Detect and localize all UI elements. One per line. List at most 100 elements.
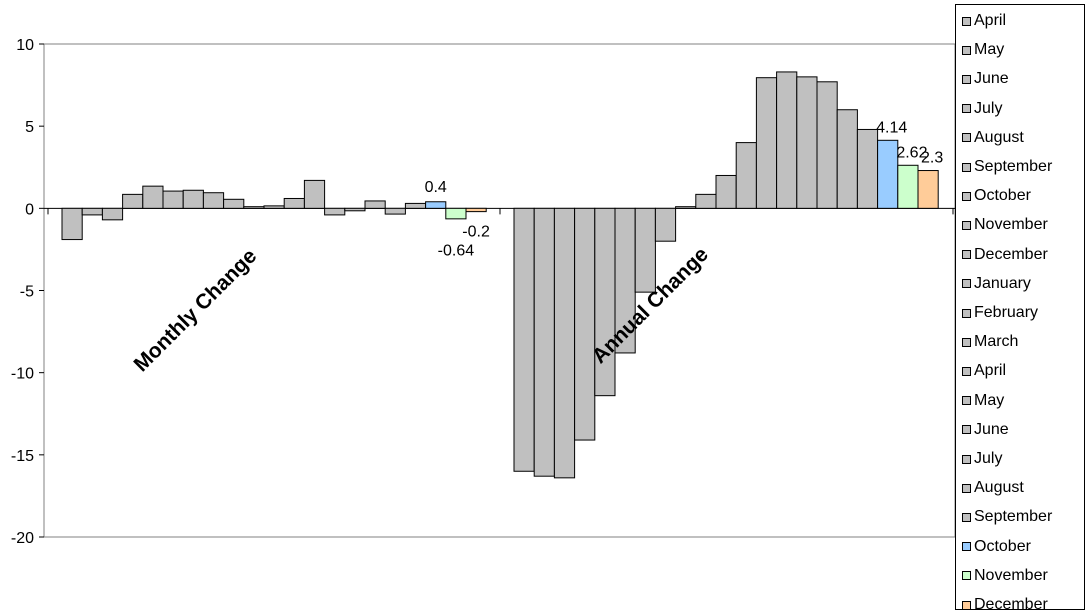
legend-swatch <box>962 104 971 114</box>
bar <box>142 185 164 209</box>
legend-label: March <box>974 333 1019 351</box>
legend-label: January <box>974 274 1031 292</box>
legend-item: September <box>962 157 1052 177</box>
legend-swatch <box>962 133 971 143</box>
legend-label: October <box>974 537 1031 555</box>
bar <box>223 198 245 209</box>
legend-swatch <box>962 483 971 493</box>
legend-item: November <box>962 566 1048 586</box>
group-annotation: Monthly Change <box>130 245 262 377</box>
chart-legend: April May June July August September October No… <box>955 4 1085 613</box>
bar <box>735 142 757 209</box>
bar <box>344 207 366 212</box>
y-tick-label: -10 <box>11 366 34 383</box>
legend-label: August <box>974 479 1024 497</box>
bar <box>553 207 576 479</box>
bar <box>324 207 346 216</box>
bar <box>425 201 447 209</box>
legend-item: July <box>962 449 1002 469</box>
legend-item: January <box>962 274 1031 294</box>
data-label: 0.4 <box>425 179 447 196</box>
legend-label: May <box>974 41 1005 59</box>
bar <box>594 207 616 397</box>
legend-label: July <box>974 99 1003 117</box>
legend-swatch <box>962 425 971 435</box>
bar <box>61 207 83 241</box>
data-label: 2.3 <box>921 150 943 167</box>
bar <box>695 193 717 209</box>
legend-label: June <box>974 420 1009 438</box>
bar <box>202 192 225 209</box>
legend-item: June <box>962 420 1009 440</box>
legend-swatch <box>962 542 971 552</box>
legend-swatch <box>962 162 971 172</box>
legend-swatch <box>962 512 971 522</box>
legend-swatch <box>962 250 971 260</box>
legend-label: December <box>974 596 1048 613</box>
data-label: -0.64 <box>438 242 475 259</box>
legend-item: April <box>962 11 1006 31</box>
bar <box>445 207 467 220</box>
legend-swatch <box>962 366 971 376</box>
legend-item: April <box>962 361 1006 381</box>
legend-swatch <box>962 600 971 610</box>
data-label: -0.2 <box>462 223 490 240</box>
data-label: 4.14 <box>876 119 907 136</box>
legend-item: October <box>962 537 1031 557</box>
legend-label: May <box>974 391 1005 409</box>
legend-swatch <box>962 220 971 230</box>
bar <box>81 207 103 216</box>
y-tick-label: 0 <box>25 201 34 218</box>
bar <box>513 207 535 472</box>
legend-swatch <box>962 191 971 201</box>
bar <box>675 206 697 209</box>
legend-item: February <box>962 303 1038 323</box>
legend-swatch <box>962 337 971 347</box>
legend-item: September <box>962 507 1052 527</box>
bar <box>162 190 184 209</box>
legend-label: April <box>974 12 1007 29</box>
bar <box>574 207 596 441</box>
legend-label: October <box>974 187 1031 205</box>
bar <box>796 76 818 209</box>
legend-swatch <box>962 571 971 581</box>
chart-plot-area: 10 5 0 -5 -10 -15 -20 0.4 -0.64 -0.2 4.14 2.622.3 Mo… <box>11 37 955 547</box>
legend-label: February <box>974 304 1039 321</box>
bar <box>533 207 555 477</box>
y-tick-label: -20 <box>11 530 34 547</box>
legend-item: March <box>962 332 1018 352</box>
bar <box>776 71 798 209</box>
legend-label: November <box>974 216 1048 234</box>
bar <box>243 206 265 209</box>
legend-label: September <box>974 158 1053 175</box>
bar <box>465 207 487 213</box>
legend-swatch <box>962 396 971 406</box>
legend-label: June <box>974 70 1009 88</box>
legend-swatch <box>962 45 971 55</box>
bar <box>856 128 879 209</box>
legend-label: December <box>974 245 1048 263</box>
legend-item: November <box>962 215 1048 235</box>
bar <box>897 164 919 209</box>
bar <box>303 179 326 209</box>
legend-swatch <box>962 74 971 84</box>
data-label: 2.62 <box>896 144 927 161</box>
bar <box>877 139 899 209</box>
legend-item: June <box>962 69 1009 89</box>
bar <box>384 207 406 215</box>
y-tick-label: -5 <box>20 284 34 301</box>
legend-swatch <box>962 279 971 289</box>
legend-item: May <box>962 391 1004 411</box>
legend-item: May <box>962 40 1004 60</box>
legend-swatch <box>962 16 971 26</box>
legend-item: August <box>962 478 1024 498</box>
bar <box>101 207 124 221</box>
legend-label: April <box>974 362 1007 380</box>
bar <box>755 77 778 209</box>
bar <box>634 207 656 293</box>
y-tick-label: 10 <box>16 37 34 54</box>
bar <box>283 197 305 209</box>
legend-item: August <box>962 128 1024 148</box>
bar <box>654 207 677 242</box>
legend-item: October <box>962 186 1031 206</box>
